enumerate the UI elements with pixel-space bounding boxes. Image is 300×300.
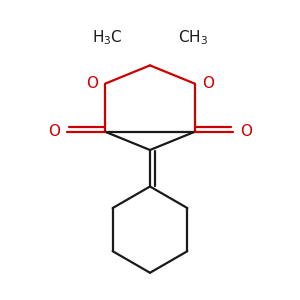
Text: $\mathregular{CH_3}$: $\mathregular{CH_3}$ bbox=[178, 28, 208, 46]
Text: O: O bbox=[202, 76, 214, 91]
Text: O: O bbox=[48, 124, 60, 139]
Text: O: O bbox=[240, 124, 252, 139]
Text: $\mathregular{H_3C}$: $\mathregular{H_3C}$ bbox=[92, 28, 122, 46]
Text: O: O bbox=[86, 76, 98, 91]
